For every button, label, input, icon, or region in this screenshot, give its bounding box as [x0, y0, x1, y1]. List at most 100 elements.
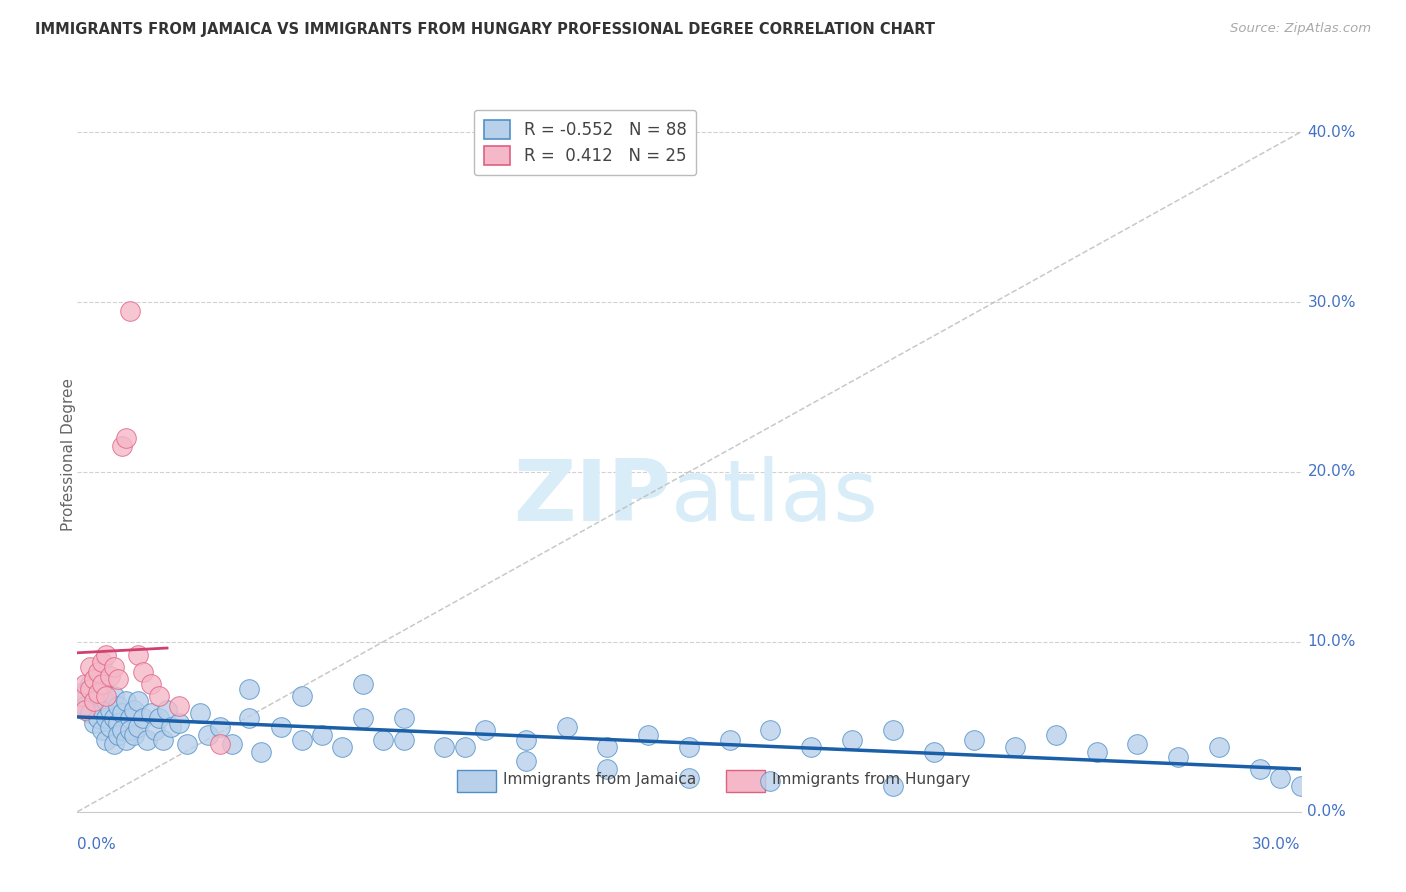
Point: [75, 699, 97, 714]
Point: [87, 711, 110, 725]
Point: [120, 711, 142, 725]
Point: [83, 694, 105, 708]
Point: [352, 711, 374, 725]
Point: [759, 774, 782, 789]
Point: [127, 694, 149, 708]
Point: [120, 303, 142, 318]
Point: [103, 660, 125, 674]
Point: [90, 723, 112, 738]
Point: [98, 703, 121, 717]
Text: 0.0%: 0.0%: [1308, 805, 1346, 819]
Text: ZIP: ZIP: [513, 456, 671, 540]
Point: [678, 771, 700, 785]
Point: [124, 728, 146, 742]
Point: [188, 706, 211, 721]
Text: atlas: atlas: [671, 456, 879, 540]
Text: 20.0%: 20.0%: [1308, 465, 1355, 479]
Point: [148, 689, 170, 703]
Text: 30.0%: 30.0%: [1308, 294, 1355, 310]
Point: [107, 699, 129, 714]
Point: [111, 723, 134, 738]
Text: Immigrants from Hungary: Immigrants from Hungary: [772, 772, 970, 787]
Point: [103, 689, 125, 703]
Point: [94, 689, 117, 703]
Point: [98, 720, 121, 734]
Point: [1045, 728, 1067, 742]
Point: [156, 703, 179, 717]
Point: [1167, 750, 1189, 764]
Text: Immigrants from Jamaica: Immigrants from Jamaica: [503, 772, 696, 787]
Point: [83, 672, 105, 686]
Point: [1289, 779, 1312, 793]
Point: [1004, 740, 1026, 755]
Point: [131, 665, 153, 680]
Point: [90, 703, 112, 717]
Point: [103, 711, 125, 725]
Point: [79, 677, 101, 691]
FancyBboxPatch shape: [457, 770, 496, 792]
FancyBboxPatch shape: [725, 770, 765, 792]
Point: [208, 737, 231, 751]
Point: [882, 723, 904, 738]
Point: [678, 740, 700, 755]
Point: [1126, 737, 1149, 751]
Point: [107, 672, 129, 686]
Point: [392, 733, 415, 747]
Point: [70, 689, 93, 703]
Point: [555, 720, 578, 734]
Point: [79, 706, 101, 721]
Point: [75, 677, 97, 691]
Point: [841, 733, 863, 747]
Point: [922, 745, 945, 759]
Legend: R = -0.552   N = 88, R =  0.412   N = 25: R = -0.552 N = 88, R = 0.412 N = 25: [474, 110, 696, 175]
Point: [94, 694, 117, 708]
Point: [127, 648, 149, 663]
Point: [90, 682, 112, 697]
Point: [392, 711, 415, 725]
Point: [79, 660, 101, 674]
Point: [143, 723, 166, 738]
Point: [94, 648, 117, 663]
Point: [127, 720, 149, 734]
Point: [79, 682, 101, 697]
Point: [115, 733, 138, 747]
Point: [800, 740, 823, 755]
Point: [1249, 762, 1271, 776]
Point: [111, 439, 134, 453]
Point: [90, 655, 112, 669]
Point: [453, 740, 475, 755]
Point: [139, 706, 162, 721]
Text: 40.0%: 40.0%: [1308, 125, 1355, 140]
Point: [332, 740, 354, 755]
Point: [107, 728, 129, 742]
Point: [103, 737, 125, 751]
Point: [94, 733, 117, 747]
Point: [433, 740, 456, 755]
Point: [70, 686, 93, 700]
Point: [87, 665, 110, 680]
Point: [120, 723, 142, 738]
Point: [596, 740, 619, 755]
Point: [148, 711, 170, 725]
Point: [169, 699, 191, 714]
Text: Source: ZipAtlas.com: Source: ZipAtlas.com: [1230, 22, 1371, 36]
Point: [135, 733, 157, 747]
Point: [250, 745, 273, 759]
Point: [75, 703, 97, 717]
Point: [111, 706, 134, 721]
Point: [238, 682, 260, 697]
Point: [221, 737, 243, 751]
Point: [290, 733, 312, 747]
Point: [963, 733, 986, 747]
Y-axis label: Professional Degree: Professional Degree: [62, 378, 76, 532]
Point: [98, 669, 121, 683]
Point: [90, 677, 112, 691]
Point: [515, 754, 537, 768]
Point: [238, 711, 260, 725]
Point: [83, 694, 105, 708]
Point: [290, 689, 312, 703]
Point: [87, 686, 110, 700]
Point: [1208, 740, 1230, 755]
Point: [882, 779, 904, 793]
Point: [596, 762, 619, 776]
